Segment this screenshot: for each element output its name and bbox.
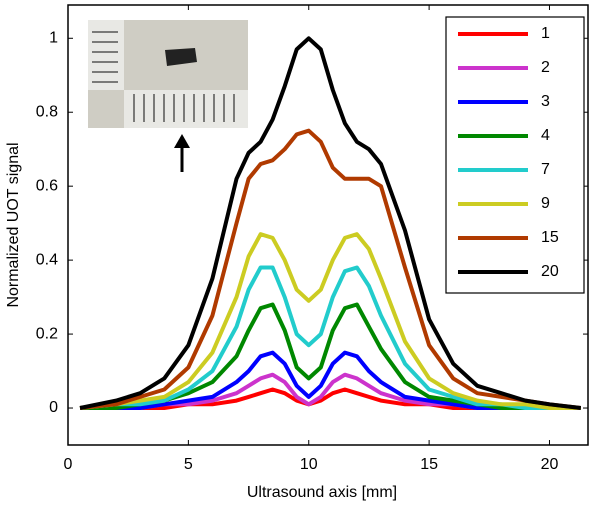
series-line — [79, 128, 582, 410]
y-tick-label: 0.4 — [36, 251, 58, 268]
x-tick-label: 15 — [420, 456, 438, 473]
legend-label: 3 — [541, 93, 550, 110]
ruler-ticks — [92, 31, 118, 83]
sample — [165, 48, 197, 66]
y-tick-label: 1 — [49, 29, 58, 46]
series-line — [79, 265, 581, 410]
x-tick-label: 10 — [300, 456, 318, 473]
legend-label: 7 — [541, 161, 550, 178]
legend-label: 9 — [541, 195, 550, 212]
series-line — [80, 350, 581, 410]
legend-label: 15 — [541, 229, 559, 246]
legend-label: 2 — [541, 59, 550, 76]
y-tick-label: 0.6 — [36, 177, 58, 194]
inset-photo — [88, 20, 248, 128]
arrow — [174, 134, 190, 172]
arrow-head — [174, 134, 190, 148]
series-line — [79, 232, 581, 410]
ruler-vertical — [88, 20, 124, 90]
y-axis-label: Normalized UOT signal — [5, 142, 22, 307]
legend-box — [445, 16, 585, 294]
y-tick-label: 0.2 — [36, 325, 58, 342]
x-axis-label: Ultrasound axis [mm] — [247, 484, 397, 501]
x-tick-label: 0 — [64, 456, 73, 473]
x-tick-label: 20 — [541, 456, 559, 473]
legend-label: 1 — [541, 25, 550, 42]
ruler-ticks — [133, 94, 235, 122]
y-tick-label: 0 — [49, 399, 58, 416]
ruler-horizontal — [124, 90, 248, 128]
y-tick-label: 0.8 — [36, 103, 58, 120]
legend-label: 20 — [541, 263, 559, 280]
x-tick-label: 5 — [184, 456, 193, 473]
legend-label: 4 — [541, 127, 550, 144]
series-line — [79, 36, 582, 410]
